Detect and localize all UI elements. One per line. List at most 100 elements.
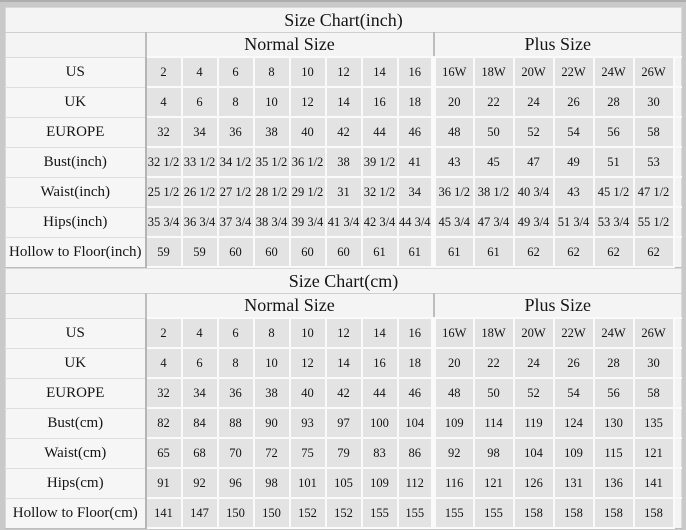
normal-size-cell: 84 bbox=[180, 407, 219, 439]
normal-size-cell: 92 bbox=[180, 467, 219, 499]
plus-size-cell: 22 bbox=[472, 347, 515, 379]
plus-size-cell: 49 bbox=[552, 146, 595, 178]
plus-size-cell: 55 1/2 bbox=[632, 206, 675, 238]
plus-size-cell: 53 bbox=[632, 146, 675, 178]
plus-size-cell: 116 bbox=[431, 467, 475, 499]
plus-size-cell: 45 1/2 bbox=[592, 176, 635, 208]
plus-size-cell: 155 bbox=[431, 497, 475, 529]
normal-size-cell: 33 1/2 bbox=[180, 146, 219, 178]
normal-size-cell: 36 bbox=[216, 116, 255, 148]
normal-size-cell: 4 bbox=[144, 347, 183, 379]
size-chart-inch-table: Size Chart(inch) Normal Size Plus Size US 2 4… bbox=[5, 7, 682, 268]
normal-size-cell: 91 bbox=[144, 467, 183, 499]
plus-size-cell: 16W bbox=[431, 56, 475, 88]
normal-size-cell: 34 bbox=[396, 176, 435, 208]
table-row: Bust(inch) 32 1/2 33 1/2 34 1/2 35 1/2 36 1/2… bbox=[5, 146, 682, 178]
plus-size-cell: 121 bbox=[472, 467, 515, 499]
table-row: Hollow to Floor(cm) 141 147 150 150 152 152 155… bbox=[5, 497, 682, 529]
plus-size-cell: 22 bbox=[472, 86, 515, 118]
normal-size-cell: 59 bbox=[180, 236, 219, 268]
plus-size-cell: 26W bbox=[632, 317, 675, 349]
plus-size-cell: 24W bbox=[592, 56, 635, 88]
plus-size-cell: 98 bbox=[472, 437, 515, 469]
table-row: EUROPE 32 34 36 38 40 42 44 46 48 50 52 54 56 58 bbox=[5, 377, 682, 409]
plus-size-cell: 119 bbox=[512, 407, 555, 439]
normal-size-cell: 75 bbox=[288, 437, 327, 469]
plus-size-cell: 51 3/4 bbox=[552, 206, 595, 238]
normal-size-cell: 109 bbox=[360, 467, 399, 499]
table-row: US 2 4 6 8 10 12 14 16 16W 18W 20W 22W 24W 26W bbox=[5, 56, 682, 88]
plus-size-header: Plus Size bbox=[432, 32, 682, 58]
normal-size-cell: 97 bbox=[324, 407, 363, 439]
normal-size-cell: 38 bbox=[252, 116, 291, 148]
plus-size-cell: 30 bbox=[632, 347, 675, 379]
normal-size-cell: 18 bbox=[396, 347, 435, 379]
normal-size-cell: 14 bbox=[360, 56, 399, 88]
normal-size-cell: 16 bbox=[396, 56, 435, 88]
normal-size-cell: 14 bbox=[360, 317, 399, 349]
normal-size-cell: 16 bbox=[360, 347, 399, 379]
plus-size-cell: 50 bbox=[472, 116, 515, 148]
normal-size-cell: 38 3/4 bbox=[252, 206, 291, 238]
normal-size-cell: 152 bbox=[324, 497, 363, 529]
normal-size-header: Normal Size bbox=[144, 293, 434, 319]
row-label: Waist(inch) bbox=[5, 176, 147, 207]
row-label: US bbox=[5, 317, 147, 348]
normal-size-cell: 59 bbox=[144, 236, 183, 268]
normal-size-cell: 41 3/4 bbox=[324, 206, 363, 238]
normal-size-cell: 42 bbox=[324, 116, 363, 148]
row-label: Hips(inch) bbox=[5, 206, 147, 237]
table-row: Waist(inch) 25 1/2 26 1/2 27 1/2 28 1/2 29 1/… bbox=[5, 176, 682, 208]
plus-size-cell: 16W bbox=[431, 317, 475, 349]
corner-cell bbox=[5, 293, 146, 319]
normal-size-cell: 68 bbox=[180, 437, 219, 469]
normal-size-cell: 39 1/2 bbox=[360, 146, 399, 178]
normal-size-cell: 42 bbox=[324, 377, 363, 409]
normal-size-cell: 8 bbox=[252, 317, 291, 349]
normal-size-cell: 155 bbox=[360, 497, 399, 529]
row-label: Hips(cm) bbox=[5, 467, 147, 498]
row-label: Waist(cm) bbox=[5, 437, 147, 468]
normal-size-cell: 6 bbox=[180, 347, 219, 379]
normal-size-cell: 105 bbox=[324, 467, 363, 499]
normal-size-cell: 61 bbox=[360, 236, 399, 268]
normal-size-cell: 10 bbox=[288, 317, 327, 349]
size-chart-cm-table: Size Chart(cm) Normal Size Plus Size US 2 4 6 8… bbox=[5, 268, 682, 529]
plus-size-cell: 48 bbox=[431, 116, 475, 148]
right-spacer-cell bbox=[673, 497, 682, 528]
plus-size-cell: 62 bbox=[592, 236, 635, 268]
normal-size-cell: 12 bbox=[324, 56, 363, 88]
table-row: UK 4 6 8 10 12 14 16 18 20 22 24 26 28 30 bbox=[5, 347, 682, 379]
normal-size-cell: 93 bbox=[288, 407, 327, 439]
plus-size-cell: 155 bbox=[472, 497, 515, 529]
normal-size-cell: 32 1/2 bbox=[360, 176, 399, 208]
table-row: US 2 4 6 8 10 12 14 16 16W 18W 20W 22W 24W 26W bbox=[5, 317, 682, 349]
normal-size-cell: 41 bbox=[396, 146, 435, 178]
right-spacer-cell bbox=[673, 317, 682, 348]
normal-size-cell: 12 bbox=[288, 347, 327, 379]
plus-size-cell: 43 bbox=[431, 146, 475, 178]
normal-size-cell: 27 1/2 bbox=[216, 176, 255, 208]
right-spacer-cell bbox=[673, 116, 682, 147]
normal-size-cell: 60 bbox=[288, 236, 327, 268]
plus-size-cell: 62 bbox=[512, 236, 555, 268]
right-spacer-cell bbox=[673, 407, 682, 438]
table-title-row: Size Chart(inch) bbox=[5, 7, 682, 33]
plus-size-cell: 22W bbox=[552, 317, 595, 349]
normal-size-cell: 6 bbox=[180, 86, 219, 118]
plus-size-cell: 158 bbox=[552, 497, 595, 529]
plus-size-cell: 38 1/2 bbox=[472, 176, 515, 208]
plus-size-cell: 130 bbox=[592, 407, 635, 439]
normal-size-cell: 8 bbox=[252, 56, 291, 88]
normal-size-cell: 4 bbox=[180, 56, 219, 88]
normal-size-cell: 36 bbox=[216, 377, 255, 409]
plus-size-cell: 26 bbox=[552, 86, 595, 118]
table-row: Waist(cm) 65 68 70 72 75 79 83 86 92 98 104 109 115 12… bbox=[5, 437, 682, 469]
normal-size-cell: 60 bbox=[324, 236, 363, 268]
plus-size-cell: 61 bbox=[431, 236, 475, 268]
normal-size-cell: 86 bbox=[396, 437, 435, 469]
normal-size-cell: 100 bbox=[360, 407, 399, 439]
plus-size-cell: 48 bbox=[431, 377, 475, 409]
normal-size-cell: 40 bbox=[288, 377, 327, 409]
normal-size-cell: 2 bbox=[144, 317, 183, 349]
